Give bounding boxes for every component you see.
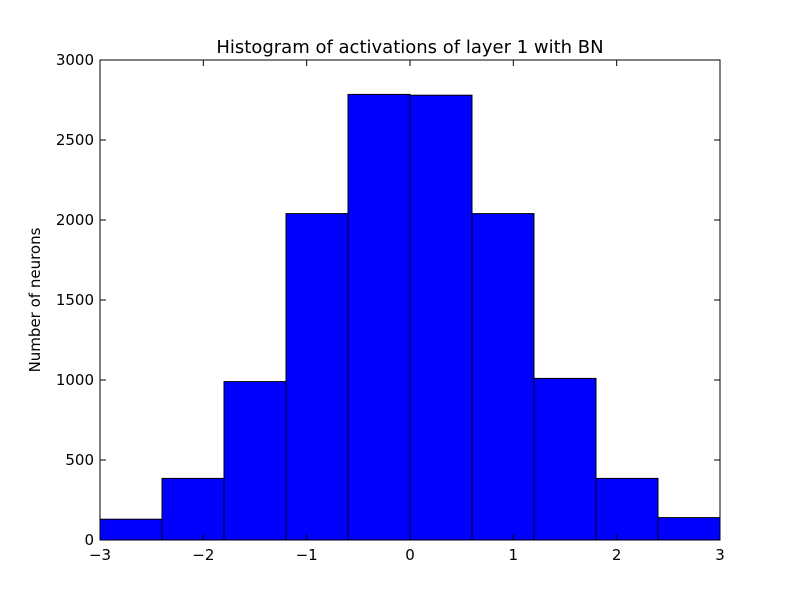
plot-frame [99,59,721,541]
tick-labels-group: −3 −2 −1 0 1 2 3 0 500 1000 1500 2000 2500 3000 [56,51,725,564]
histogram-bar [533,377,597,541]
y-tick-label: 3000 [56,51,94,69]
x-tick-label: 2 [612,546,622,564]
y-axis-label: Number of neurons [26,227,44,372]
x-tick-label: 0 [405,546,415,564]
histogram-bar [471,213,535,541]
y-tick-label: 0 [84,531,94,549]
histogram-bar [161,477,225,541]
histogram-bar [99,518,163,541]
x-tick-label: 3 [715,546,725,564]
histogram-bar [595,477,659,541]
histogram-bar [285,213,349,541]
bars-group [99,93,721,541]
y-tick-label: 2500 [56,131,94,149]
chart-title: Histogram of activations of layer 1 with… [216,37,603,58]
y-tick-label: 1500 [56,291,94,309]
x-tick-label: 1 [509,546,519,564]
histogram-bar [409,94,473,541]
y-tick-label: 1000 [56,371,94,389]
histogram-bar [223,381,287,541]
histogram-bar [347,93,411,541]
histogram-bar [657,517,721,541]
x-tick-label: −3 [89,546,111,564]
y-tick-label: 500 [65,451,94,469]
x-tick-label: −1 [296,546,318,564]
x-tick-label: −2 [192,546,214,564]
y-tick-label: 2000 [56,211,94,229]
